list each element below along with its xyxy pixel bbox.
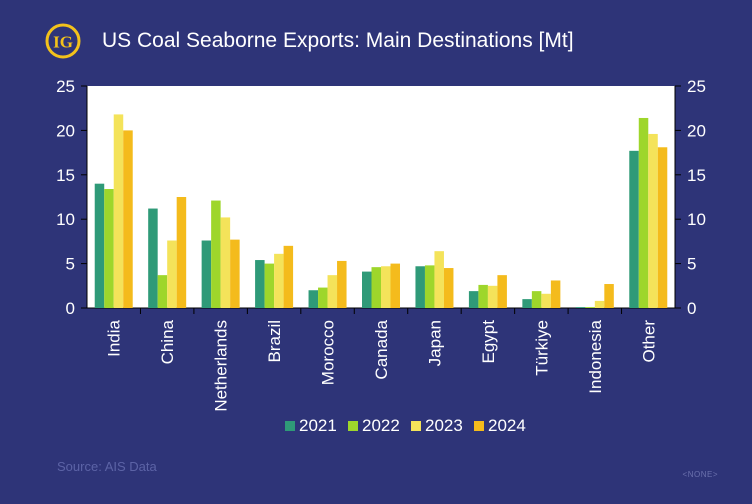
bar-Netherlands-2021 xyxy=(201,240,212,308)
bar-Other-2023 xyxy=(648,133,658,308)
y-tick-label-left: 15 xyxy=(56,166,75,185)
bar-Netherlands-2022 xyxy=(211,200,221,308)
x-tick-label: China xyxy=(158,319,177,364)
bar-Other-2022 xyxy=(638,117,649,308)
bar-Türkiye-2024 xyxy=(550,280,561,308)
bar-Japan-2023 xyxy=(434,251,444,308)
x-tick-label: Brazil xyxy=(265,320,284,363)
bar-China-2022 xyxy=(157,275,168,308)
legend-swatch-2021 xyxy=(285,421,295,431)
y-tick-label-left: 10 xyxy=(56,210,75,229)
bar-Morocco-2024 xyxy=(337,260,347,308)
bar-Other-2021 xyxy=(629,150,639,308)
bar-Morocco-2021 xyxy=(308,290,319,308)
bar-Canada-2024 xyxy=(390,263,400,308)
bar-Brazil-2021 xyxy=(255,260,265,308)
y-tick-label-right: 15 xyxy=(687,166,706,185)
bar-Japan-2021 xyxy=(415,266,425,308)
bar-Egypt-2022 xyxy=(478,284,488,308)
x-tick-label: Egypt xyxy=(479,320,498,364)
x-tick-label: Morocco xyxy=(319,320,338,385)
bar-China-2021 xyxy=(148,208,158,308)
bar-Indonesia-2024 xyxy=(604,284,614,308)
bar-Netherlands-2024 xyxy=(230,239,240,308)
bar-China-2023 xyxy=(167,240,177,308)
source-note: Source: AIS Data xyxy=(57,459,157,474)
bar-Brazil-2024 xyxy=(283,245,294,308)
bar-Egypt-2021 xyxy=(468,291,479,308)
bar-Indonesia-2023 xyxy=(594,300,605,308)
bar-Morocco-2023 xyxy=(327,275,338,308)
footer-tag: <NONE> xyxy=(682,470,718,479)
bar-Morocco-2022 xyxy=(318,287,328,308)
legend-swatch-2022 xyxy=(348,421,358,431)
x-tick-label: Indonesia xyxy=(586,319,605,393)
bar-Canada-2021 xyxy=(362,271,372,308)
bar-India-2021 xyxy=(94,183,105,308)
bar-Canada-2023 xyxy=(381,266,391,308)
bar-Netherlands-2023 xyxy=(220,217,231,308)
x-tick-label: Other xyxy=(639,320,658,363)
legend-label-2023: 2023 xyxy=(425,416,463,435)
bar-Türkiye-2023 xyxy=(541,293,551,308)
bar-Egypt-2024 xyxy=(497,275,507,308)
bar-Egypt-2023 xyxy=(487,285,498,308)
x-tick-label: Türkiye xyxy=(532,320,551,376)
y-tick-label-left: 5 xyxy=(66,255,75,274)
bar-Brazil-2022 xyxy=(264,263,275,308)
bar-India-2023 xyxy=(113,114,124,308)
y-tick-label-right: 20 xyxy=(687,121,706,140)
bar-China-2024 xyxy=(176,197,187,308)
x-tick-label: Japan xyxy=(425,320,444,366)
y-tick-label-left: 0 xyxy=(66,299,75,318)
y-tick-label-right: 5 xyxy=(687,255,696,274)
bar-Brazil-2023 xyxy=(274,253,284,308)
x-tick-label: Netherlands xyxy=(212,320,231,412)
bar-India-2022 xyxy=(104,189,114,308)
ig-logo-icon: IG xyxy=(45,23,81,59)
legend-label-2022: 2022 xyxy=(362,416,400,435)
legend-label-2021: 2021 xyxy=(299,416,337,435)
legend-swatch-2024 xyxy=(474,421,484,431)
bar-Japan-2022 xyxy=(424,265,435,308)
y-tick-label-right: 0 xyxy=(687,299,696,318)
bar-India-2024 xyxy=(123,130,133,308)
bar-Türkiye-2021 xyxy=(522,299,532,308)
x-tick-label: India xyxy=(105,319,124,356)
y-tick-label-left: 25 xyxy=(56,77,75,96)
bar-Indonesia-2022 xyxy=(585,307,595,308)
bar-Indonesia-2021 xyxy=(575,307,586,308)
legend-swatch-2023 xyxy=(411,421,421,431)
y-tick-label-right: 25 xyxy=(687,77,706,96)
y-tick-label-right: 10 xyxy=(687,210,706,229)
bar-Japan-2024 xyxy=(443,268,454,308)
y-tick-label-left: 20 xyxy=(56,121,75,140)
chart-title: US Coal Seaborne Exports: Main Destinati… xyxy=(102,29,574,52)
bar-Türkiye-2022 xyxy=(531,291,542,308)
legend-label-2024: 2024 xyxy=(488,416,526,435)
bar-Canada-2022 xyxy=(371,267,381,308)
x-tick-label: Canada xyxy=(372,319,391,379)
bar-Other-2024 xyxy=(657,147,668,308)
logo-text: IG xyxy=(53,33,73,52)
